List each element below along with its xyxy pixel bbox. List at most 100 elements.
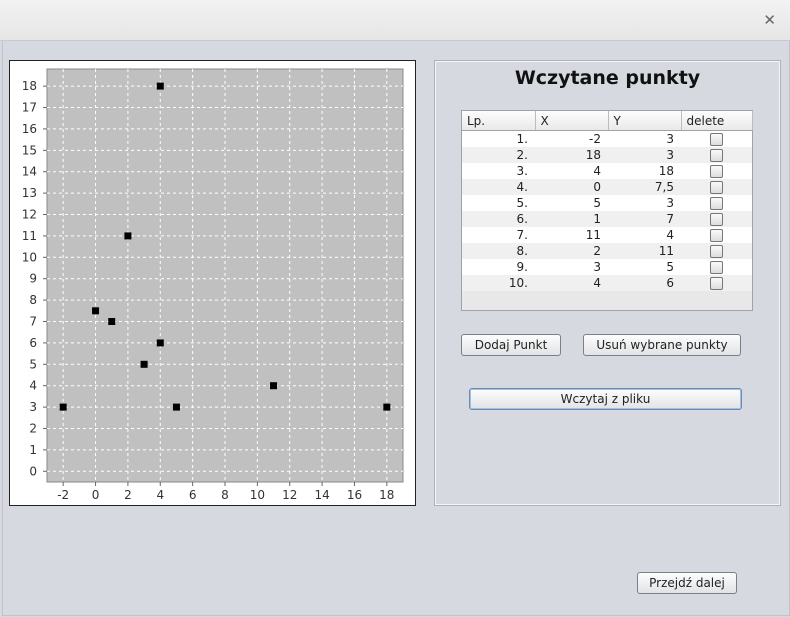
x-tick-label: 12 — [282, 488, 297, 502]
cell-x[interactable]: 1 — [535, 211, 608, 227]
delete-checkbox[interactable] — [710, 180, 723, 194]
cell-lp[interactable]: 4. — [462, 179, 535, 195]
cell-x[interactable]: 4 — [535, 163, 608, 179]
add-point-button[interactable]: Dodaj Punkt — [461, 334, 561, 356]
cell-delete — [681, 259, 752, 275]
cell-lp[interactable]: 1. — [462, 130, 535, 147]
x-tick-label: 6 — [189, 488, 197, 502]
cell-y[interactable]: 3 — [608, 195, 681, 211]
y-tick-label: 8 — [29, 293, 37, 307]
cell-x[interactable]: 4 — [535, 275, 608, 291]
cell-x[interactable]: 11 — [535, 227, 608, 243]
y-tick-label: 18 — [22, 79, 37, 93]
delete-checkbox[interactable] — [710, 148, 723, 162]
cell-lp[interactable]: 5. — [462, 195, 535, 211]
cell-x[interactable]: 5 — [535, 195, 608, 211]
delete-checkbox[interactable] — [710, 196, 723, 210]
y-tick-label: 6 — [29, 336, 37, 350]
table-row[interactable]: 8. 2 11 — [462, 243, 752, 259]
cell-delete — [681, 130, 752, 147]
x-tick-label: 14 — [314, 488, 329, 502]
y-tick-label: 5 — [29, 357, 37, 371]
table-row[interactable]: 2. 18 3 — [462, 147, 752, 163]
data-point — [383, 403, 391, 411]
cell-lp[interactable]: 3. — [462, 163, 535, 179]
cell-delete — [681, 179, 752, 195]
data-point — [270, 382, 278, 390]
x-tick-label: 2 — [124, 488, 132, 502]
cell-lp[interactable]: 7. — [462, 227, 535, 243]
table-row[interactable]: 3. 4 18 — [462, 163, 752, 179]
x-tick-label: 10 — [250, 488, 265, 502]
cell-x[interactable]: 0 — [535, 179, 608, 195]
remove-selected-points-button[interactable]: Usuń wybrane punkty — [583, 334, 741, 356]
column-header-lp[interactable]: Lp. — [462, 111, 536, 131]
column-header-y[interactable]: Y — [608, 111, 682, 131]
close-icon[interactable]: ✕ — [763, 11, 776, 29]
delete-checkbox[interactable] — [710, 164, 723, 178]
delete-checkbox[interactable] — [710, 212, 723, 226]
table-row[interactable]: 9. 3 5 — [462, 259, 752, 275]
cell-x[interactable]: -2 — [535, 130, 608, 147]
table-row[interactable]: 7. 11 4 — [462, 227, 752, 243]
cell-delete — [681, 243, 752, 259]
y-tick-label: 1 — [29, 443, 37, 457]
y-tick-label: 14 — [22, 165, 37, 179]
cell-delete — [681, 195, 752, 211]
data-point — [156, 339, 164, 347]
cell-delete — [681, 227, 752, 243]
y-tick-label: 7 — [29, 315, 37, 329]
next-button[interactable]: Przejdź dalej — [637, 572, 737, 594]
cell-lp[interactable]: 8. — [462, 243, 535, 259]
points-panel: Wczytane punkty Lp. X Y delete 1. -2 3 2. 18… — [434, 60, 781, 506]
cell-y[interactable]: 18 — [608, 163, 681, 179]
delete-checkbox[interactable] — [710, 228, 723, 242]
table-row[interactable]: 10. 4 6 — [462, 275, 752, 291]
delete-checkbox[interactable] — [710, 276, 723, 290]
y-tick-label: 15 — [22, 143, 37, 157]
cell-delete — [681, 275, 752, 291]
cell-lp[interactable]: 6. — [462, 211, 535, 227]
column-header-x[interactable]: X — [535, 111, 609, 131]
cell-y[interactable]: 11 — [608, 243, 681, 259]
x-tick-label: 4 — [156, 488, 164, 502]
cell-y[interactable]: 6 — [608, 275, 681, 291]
data-point — [156, 82, 164, 90]
x-tick-label: 8 — [221, 488, 229, 502]
cell-y[interactable]: 4 — [608, 227, 681, 243]
cell-x[interactable]: 3 — [535, 259, 608, 275]
cell-y[interactable]: 3 — [608, 130, 681, 147]
cell-x[interactable]: 18 — [535, 147, 608, 163]
y-tick-label: 2 — [29, 422, 37, 436]
y-tick-label: 4 — [29, 379, 37, 393]
table-row[interactable]: 5. 5 3 — [462, 195, 752, 211]
y-tick-label: 17 — [22, 101, 37, 115]
cell-x[interactable]: 2 — [535, 243, 608, 259]
table-row[interactable]: 4. 0 7,5 — [462, 179, 752, 195]
y-tick-label: 13 — [22, 186, 37, 200]
cell-y[interactable]: 5 — [608, 259, 681, 275]
column-header-delete[interactable]: delete — [681, 111, 753, 131]
y-tick-label: 10 — [22, 250, 37, 264]
table-header-row: Lp. X Y delete — [462, 111, 753, 131]
delete-checkbox[interactable] — [710, 132, 723, 146]
cell-lp[interactable]: 9. — [462, 259, 535, 275]
cell-lp[interactable]: 2. — [462, 147, 535, 163]
delete-checkbox[interactable] — [710, 260, 723, 274]
delete-checkbox[interactable] — [710, 244, 723, 258]
x-tick-label: 18 — [379, 488, 394, 502]
title-bar: ✕ — [0, 0, 790, 41]
cell-lp[interactable]: 10. — [462, 275, 535, 291]
data-point — [92, 307, 100, 315]
cell-delete — [681, 211, 752, 227]
x-tick-label: 0 — [92, 488, 100, 502]
cell-y[interactable]: 3 — [608, 147, 681, 163]
load-from-file-button[interactable]: Wczytaj z pliku — [469, 388, 742, 410]
x-tick-label: 16 — [347, 488, 362, 502]
table-row[interactable]: 6. 1 7 — [462, 211, 752, 227]
table-row[interactable]: 1. -2 3 — [462, 130, 752, 147]
cell-y[interactable]: 7 — [608, 211, 681, 227]
data-point — [172, 403, 180, 411]
cell-y[interactable]: 7,5 — [608, 179, 681, 195]
